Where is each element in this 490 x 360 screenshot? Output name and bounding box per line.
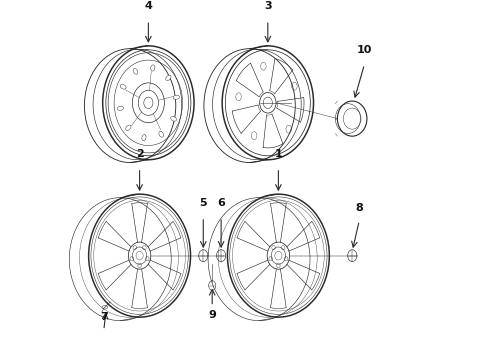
Ellipse shape [171,117,176,121]
Ellipse shape [120,85,126,89]
Ellipse shape [117,106,123,111]
Ellipse shape [166,75,171,81]
Ellipse shape [275,251,282,260]
Text: 9: 9 [208,310,216,320]
Text: 5: 5 [199,198,207,208]
Ellipse shape [136,251,143,260]
Text: 4: 4 [145,1,152,12]
Ellipse shape [133,68,138,74]
Text: 2: 2 [136,149,144,159]
Ellipse shape [173,95,179,99]
Text: 7: 7 [100,312,108,322]
Ellipse shape [159,131,164,137]
Text: 8: 8 [355,203,363,213]
Text: 10: 10 [357,45,372,55]
Text: 3: 3 [264,1,271,12]
Text: 6: 6 [217,198,225,208]
Text: 1: 1 [274,149,282,159]
Ellipse shape [126,125,131,130]
Ellipse shape [142,135,146,141]
Ellipse shape [151,65,155,71]
